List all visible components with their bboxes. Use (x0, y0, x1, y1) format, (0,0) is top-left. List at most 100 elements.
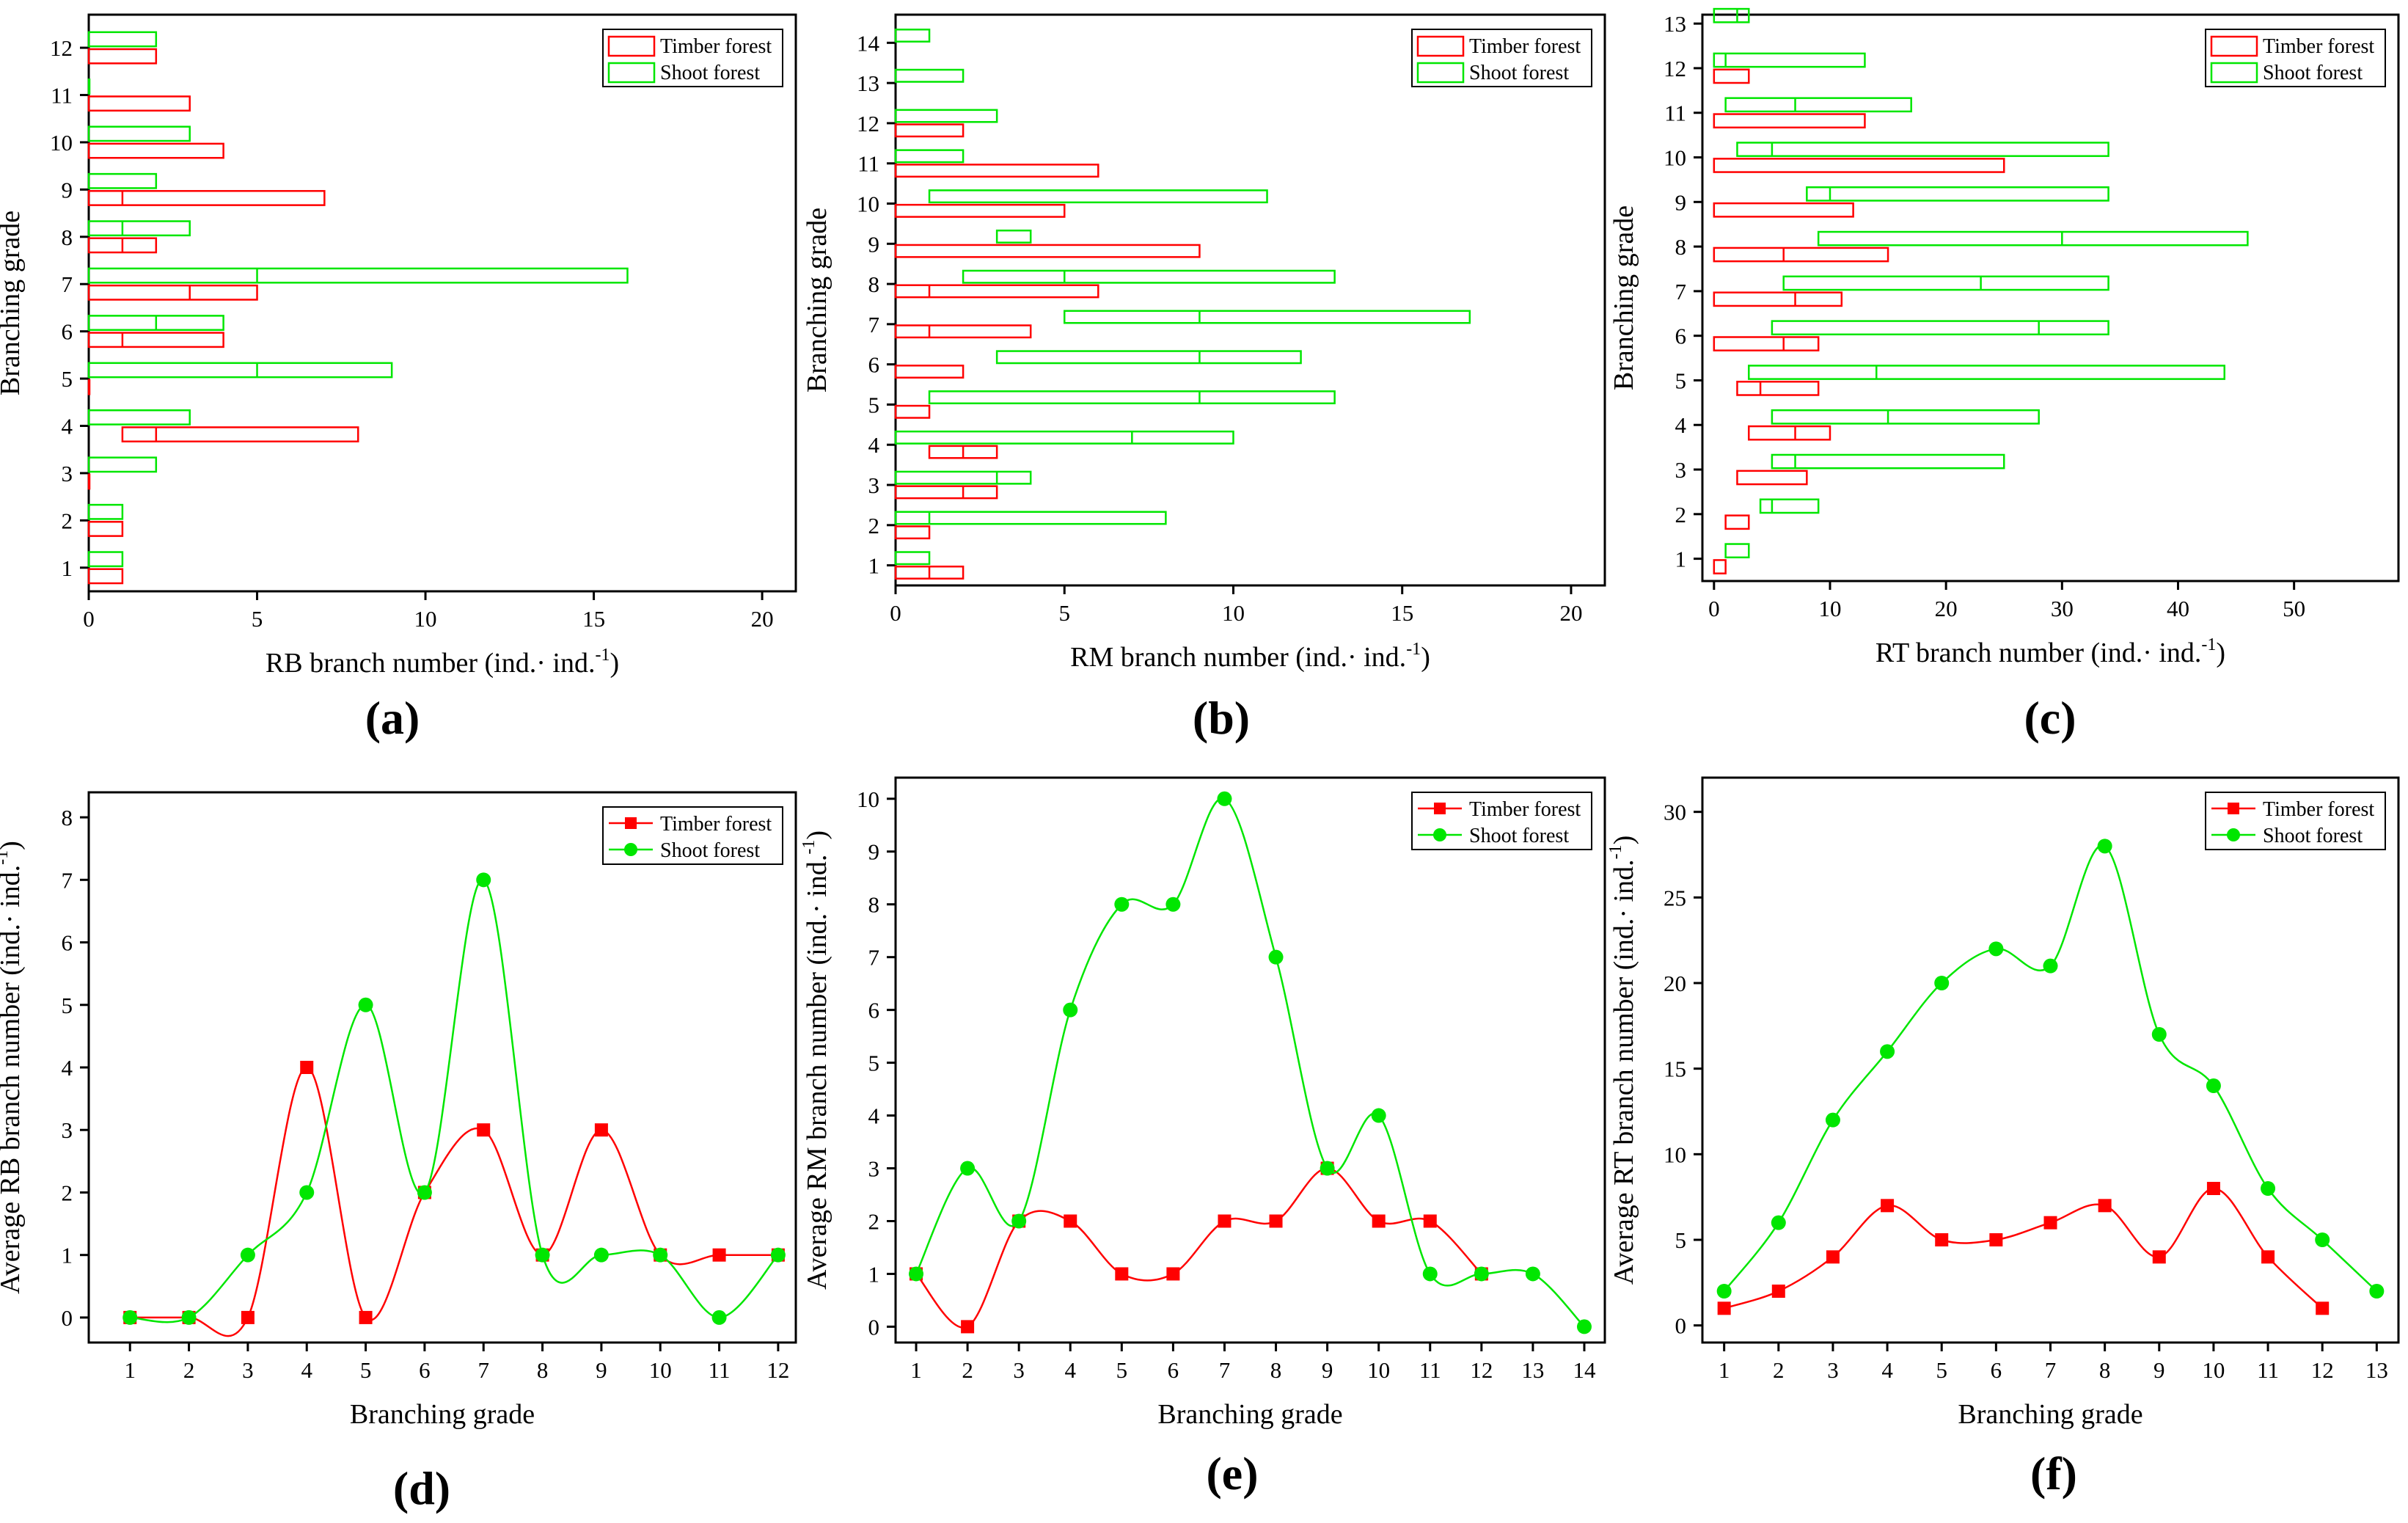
y-tick-label: 0 (62, 1305, 73, 1331)
range-bar-timber (894, 244, 1201, 258)
y-tick-label: 11 (51, 83, 73, 109)
y-tick-label: 2 (62, 508, 73, 533)
x-tick-label: 13 (2365, 1357, 2388, 1383)
data-point-shoot (240, 1247, 255, 1263)
y-tick-label: 3 (868, 472, 880, 498)
data-point-timber (300, 1061, 314, 1074)
x-tick-label: 10 (414, 606, 437, 632)
data-point-shoot (2206, 1078, 2221, 1093)
data-point-timber (1989, 1233, 2003, 1246)
x-tick-label: 13 (1521, 1357, 1544, 1383)
range-bar-shoot (87, 172, 158, 189)
x-tick-label: 12 (1470, 1357, 1493, 1383)
x-tick-label: 3 (1827, 1357, 1839, 1383)
legend-box (602, 29, 783, 87)
data-point-shoot (1880, 1044, 1895, 1059)
x-tick-label: 3 (1013, 1357, 1025, 1383)
y-tick-label: 12 (857, 111, 879, 136)
panel-label: (b) (1193, 692, 1250, 744)
range-bar-shoot (962, 269, 1336, 284)
range-bar-shoot (1782, 275, 2109, 291)
y-tick-label: 3 (62, 461, 73, 486)
y-tick-label: 5 (1675, 368, 1687, 393)
y-axis-label: Average RM branch number (ind.· ind.-1) (799, 830, 832, 1290)
y-tick-label: 5 (62, 366, 73, 392)
data-point-shoot (653, 1247, 668, 1263)
data-point-timber (1771, 1285, 1785, 1298)
y-tick-label: 4 (868, 1103, 880, 1129)
plot-frame (1701, 13, 2400, 582)
y-tick-label: 6 (1675, 324, 1687, 349)
y-tick-label: 2 (868, 1208, 880, 1234)
data-point-timber (712, 1248, 726, 1262)
legend: Timber forest Shoot forest (602, 29, 783, 87)
x-tick-label: 6 (419, 1357, 431, 1383)
y-tick-label: 8 (62, 224, 73, 250)
data-point-shoot (2097, 839, 2112, 854)
y-tick-label: 5 (868, 392, 880, 417)
data-point-timber (359, 1310, 373, 1324)
legend-swatch (1416, 35, 1465, 57)
data-point-timber (2206, 1182, 2220, 1195)
legend: Timber forest Shoot forest (602, 806, 783, 865)
y-axis-label: Average RT branch number (ind.· ind.-1) (1606, 836, 1639, 1285)
data-point-timber (1269, 1214, 1283, 1228)
legend: Timber forest Shoot forest (2205, 29, 2386, 87)
y-tick-label: 12 (1664, 56, 1686, 81)
data-point-timber (1372, 1214, 1386, 1228)
data-point-shoot (1371, 1108, 1386, 1123)
y-tick-label: 4 (62, 414, 73, 439)
legend-marker (2228, 803, 2239, 814)
x-tick-label: 8 (2099, 1357, 2111, 1383)
range-bar-shoot (894, 29, 931, 43)
y-tick-label: 6 (62, 319, 73, 345)
x-tick-label: 1 (910, 1357, 922, 1383)
data-point-shoot (1011, 1213, 1027, 1229)
legend-label: Shoot forest (660, 62, 760, 84)
data-point-shoot (1320, 1161, 1335, 1176)
range-bar-timber (1724, 514, 1750, 530)
y-tick-label: 1 (868, 1261, 880, 1287)
x-tick-label: 0 (83, 606, 95, 632)
range-bar-timber (894, 164, 1099, 178)
y-tick-label: 3 (868, 1156, 880, 1182)
x-tick-label: 0 (1708, 596, 1720, 621)
y-tick-label: 5 (868, 1051, 880, 1076)
range-bar-shoot (1806, 186, 2109, 202)
data-point-shoot (2261, 1181, 2276, 1196)
legend-swatch (607, 62, 656, 84)
legend: Timber forest Shoot forest (2205, 792, 2386, 850)
range-bar-shoot (87, 409, 191, 426)
x-axis-label: RB branch number (ind.· ind.-1) (266, 646, 619, 679)
data-point-shoot (2369, 1284, 2385, 1299)
range-bar-shoot (1748, 365, 2225, 380)
range-bar-shoot (87, 31, 158, 48)
y-tick-label: 10 (1664, 1142, 1686, 1167)
legend-label: Timber forest (2263, 798, 2374, 821)
legend-marker (625, 817, 637, 829)
data-point-shoot (1934, 976, 1950, 990)
x-tick-label: 14 (1573, 1357, 1596, 1383)
y-tick-label: 8 (1675, 234, 1687, 260)
range-bar-timber (1713, 113, 1866, 129)
range-bar-shoot (87, 362, 393, 379)
data-point-shoot (358, 997, 373, 1012)
y-tick-label: 7 (62, 271, 73, 297)
y-tick-label: 3 (62, 1117, 73, 1143)
range-bar-shoot (1724, 97, 1912, 113)
data-point-shoot (2151, 1027, 2167, 1042)
data-point-timber (1881, 1199, 1895, 1213)
series-line-timber (915, 1167, 1482, 1329)
legend-label: Timber forest (2263, 35, 2374, 58)
range-bar-timber (894, 203, 1066, 218)
x-tick-label: 5 (252, 606, 263, 632)
data-point-timber (1166, 1267, 1180, 1281)
range-bar-timber (894, 404, 931, 419)
x-tick-label: 20 (751, 606, 774, 632)
panel-label: (d) (393, 1462, 450, 1514)
legend-label: Shoot forest (2263, 62, 2363, 84)
data-point-shoot (1474, 1266, 1489, 1282)
data-point-shoot (417, 1185, 432, 1200)
